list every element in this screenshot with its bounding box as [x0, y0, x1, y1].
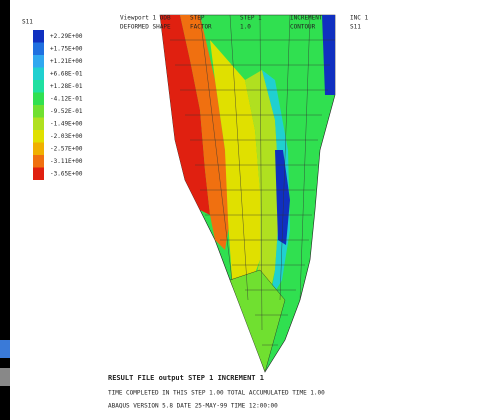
header-text: STEP 1 [240, 15, 262, 22]
legend-swatch [33, 80, 44, 93]
legend-swatch [33, 42, 44, 55]
legend-label: -9.52E-01 [50, 108, 83, 115]
legend-label: -2.03E+00 [50, 133, 83, 140]
header-text: INC 1 [350, 15, 368, 22]
legend-label: +1.75E+00 [50, 45, 83, 52]
legend-label: +2.29E+00 [50, 33, 83, 40]
header-text: 1.0 [240, 24, 251, 31]
legend-label: +1.21E+00 [50, 58, 83, 65]
left-strip [0, 0, 10, 420]
contour-band [210, 40, 260, 300]
footer-line: ABAQUS VERSION 5.8 DATE 25-MAY-99 TIME 1… [108, 403, 278, 410]
legend-swatch [33, 67, 44, 80]
legend-swatch [33, 142, 44, 155]
header-text: Viewport 1 ODB [120, 15, 171, 22]
mesh-plot [159, 14, 336, 373]
side-button[interactable] [0, 368, 10, 386]
legend: S11 +2.29E+00 +1.75E+00 +1.21E+00 +6.68E-01 +… [22, 19, 83, 180]
legend-swatch [33, 92, 44, 105]
legend-title: S11 [22, 19, 33, 26]
contour-band [275, 150, 290, 245]
legend-label: -4.12E-01 [50, 95, 83, 102]
header-text: STEP [190, 15, 205, 22]
header-text: INCREMENT [290, 15, 323, 22]
header: Viewport 1 ODB STEP STEP 1 INCREMENT INC 1 DE… [120, 15, 368, 31]
footer-line: RESULT FILE output STEP 1 INCREMENT 1 [108, 374, 264, 382]
header-text: CONTOUR [290, 24, 316, 31]
header-text: S11 [350, 24, 361, 31]
contour-band [180, 15, 230, 250]
contour-band [322, 15, 335, 95]
legend-swatch [33, 117, 44, 130]
legend-swatch [33, 155, 44, 168]
legend-label: +6.68E-01 [50, 70, 83, 77]
legend-label: -3.11E+00 [50, 158, 83, 165]
legend-swatch [33, 105, 44, 118]
legend-swatch [33, 55, 44, 68]
legend-swatch [33, 167, 44, 180]
legend-label: -3.65E+00 [50, 170, 83, 177]
contour-band [229, 269, 286, 373]
legend-swatch [33, 130, 44, 143]
legend-label: +1.28E-01 [50, 83, 83, 90]
legend-label: -1.49E+00 [50, 120, 83, 127]
footer-line: TIME COMPLETED IN THIS STEP 1.00 TOTAL A… [108, 390, 325, 397]
header-text: DEFORMED SHAPE [120, 24, 171, 31]
legend-swatch [33, 30, 44, 43]
header-text: FACTOR [190, 24, 212, 31]
side-button[interactable] [0, 340, 10, 358]
mesh-lines [170, 14, 335, 346]
legend-label: -2.57E+00 [50, 145, 83, 152]
